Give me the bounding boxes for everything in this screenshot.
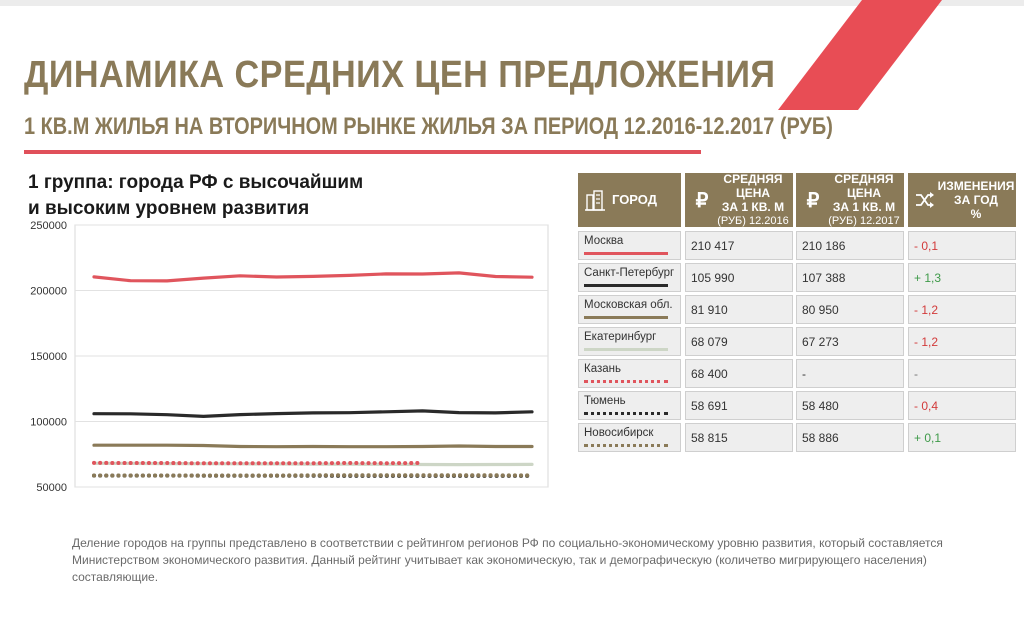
table-row: Московская обл. 81 910 80 950- 1,2	[578, 295, 1018, 324]
group-heading-line1: 1 группа: города РФ с высочайшим	[28, 170, 448, 196]
legend-swatch	[584, 348, 668, 351]
series-line-3	[94, 445, 532, 447]
cell-price-2016: 58 691	[685, 391, 793, 420]
cell-city: Казань	[578, 359, 681, 388]
y-tick-label: 50000	[36, 482, 67, 494]
series-line-2	[94, 411, 532, 417]
cell-price-2017: 80 950	[796, 295, 904, 324]
cell-price-2017: 210 186	[796, 231, 904, 260]
cell-price-2017: -	[796, 359, 904, 388]
cell-price-2016: 58 815	[685, 423, 793, 452]
cell-city: Екатеринбург	[578, 327, 681, 356]
cell-price-2016: 81 910	[685, 295, 793, 324]
cell-change: - 0,1	[908, 231, 1016, 260]
table-row: Москва 210 417 210 186- 0,1	[578, 231, 1018, 260]
header-change: ИЗМЕНЕНИЯ ЗА ГОД %	[908, 173, 1016, 227]
y-tick-label: 250000	[30, 220, 67, 232]
ruble-icon: ₽	[802, 188, 824, 213]
cell-price-2017: 58 480	[796, 391, 904, 420]
city-name: Москва	[584, 235, 623, 247]
cell-price-2017: 67 273	[796, 327, 904, 356]
legend-swatch	[584, 252, 668, 255]
cell-change: - 1,2	[908, 327, 1016, 356]
cell-city: Санкт-Петербург	[578, 263, 681, 292]
cell-change: + 1,3	[908, 263, 1016, 292]
legend-swatch	[584, 284, 668, 287]
y-tick-label: 150000	[30, 351, 67, 363]
series-line-1	[94, 273, 532, 281]
cell-change: - 1,2	[908, 295, 1016, 324]
cell-change: -	[908, 359, 1016, 388]
legend-swatch	[584, 316, 668, 319]
table-row: Тюмень 58 691 58 480- 0,4	[578, 391, 1018, 420]
table-row: Новосибирск 58 815 58 886 + 0,1	[578, 423, 1018, 452]
legend-swatch	[584, 444, 668, 447]
y-tick-label: 100000	[30, 417, 67, 429]
city-name: Санкт-Петербург	[584, 267, 674, 279]
cell-price-2016: 68 400	[685, 359, 793, 388]
top-rule	[0, 0, 1024, 6]
cell-price-2017: 107 388	[796, 263, 904, 292]
line-chart: 250000 200000 150000 100000 50000	[0, 210, 560, 510]
page-title: ДИНАМИКА СРЕДНИХ ЦЕН ПРЕДЛОЖЕНИЯ	[24, 54, 775, 97]
page-subtitle: 1 КВ.М ЖИЛЬЯ НА ВТОРИЧНОМ РЫНКЕ ЖИЛЬЯ ЗА…	[24, 113, 833, 141]
city-name: Московская обл.	[584, 299, 673, 311]
cell-price-2016: 210 417	[685, 231, 793, 260]
header-city: ГОРОД	[578, 173, 681, 227]
cell-change: - 0,4	[908, 391, 1016, 420]
legend-swatch	[584, 412, 668, 415]
legend-swatch	[584, 380, 668, 383]
footnote: Деление городов на группы представлено в…	[72, 535, 977, 586]
table-row: Казань 68 400- -	[578, 359, 1018, 388]
cell-city: Новосибирск	[578, 423, 681, 452]
header-city-label: ГОРОД	[606, 193, 681, 207]
title-underline	[24, 150, 701, 154]
cell-price-2017: 58 886	[796, 423, 904, 452]
header-price-2017: ₽ СРЕДНЯЯ ЦЕНА ЗА 1 КВ. М (РУБ) 12.2017	[796, 173, 904, 227]
table-header: ГОРОД ₽ СРЕДНЯЯ ЦЕНА ЗА 1 КВ. М (РУБ) 12…	[578, 173, 1018, 227]
city-name: Казань	[584, 363, 621, 375]
cell-price-2016: 68 079	[685, 327, 793, 356]
city-name: Тюмень	[584, 395, 626, 407]
city-name: Екатеринбург	[584, 331, 656, 343]
ruble-icon: ₽	[691, 188, 713, 213]
table-row: Санкт-Петербург 105 990 107 388 + 1,3	[578, 263, 1018, 292]
cell-price-2016: 105 990	[685, 263, 793, 292]
city-name: Новосибирск	[584, 427, 653, 439]
building-icon	[584, 189, 606, 211]
cell-change: + 0,1	[908, 423, 1016, 452]
cell-city: Московская обл.	[578, 295, 681, 324]
cell-city: Москва	[578, 231, 681, 260]
table-row: Екатеринбург 68 079 67 273- 1,2	[578, 327, 1018, 356]
shuffle-icon	[914, 192, 936, 208]
cell-city: Тюмень	[578, 391, 681, 420]
y-tick-label: 200000	[30, 286, 67, 298]
header-price-2016: ₽ СРЕДНЯЯ ЦЕНА ЗА 1 КВ. М (РУБ) 12.2016	[685, 173, 793, 227]
